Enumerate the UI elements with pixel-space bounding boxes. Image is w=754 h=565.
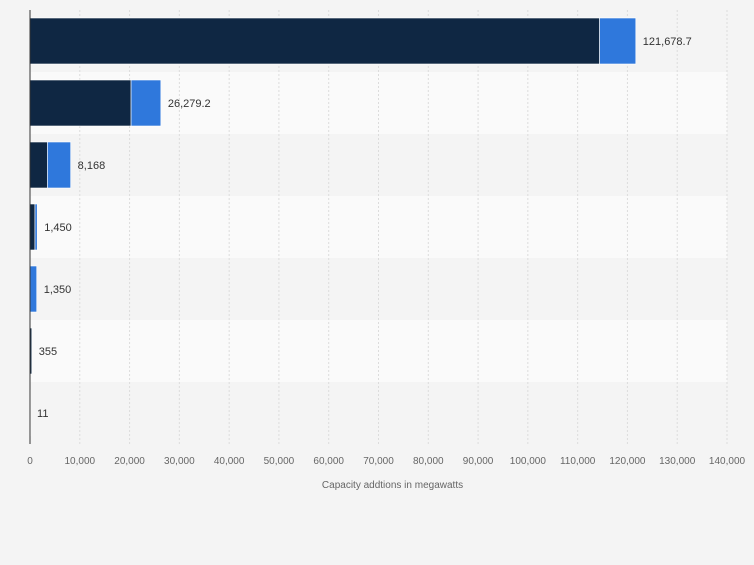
bar-segment-series-2	[47, 141, 71, 189]
x-tick-label: 60,000	[313, 456, 344, 467]
x-tick-label: 50,000	[264, 456, 295, 467]
data-label: 121,678.7	[643, 36, 692, 48]
x-tick-label: 0	[27, 456, 33, 467]
bar-segment-series-2	[34, 203, 38, 251]
x-tick-label: 100,000	[510, 456, 547, 467]
x-tick-label: 90,000	[463, 456, 494, 467]
bar-segment-series-1	[29, 79, 132, 127]
x-tick-label: 140,000	[709, 456, 746, 467]
data-label: 1,450	[44, 222, 72, 234]
x-tick-label: 120,000	[609, 456, 646, 467]
data-label: 1,350	[44, 284, 72, 296]
row-band	[30, 134, 727, 196]
x-tick-label: 80,000	[413, 456, 444, 467]
data-label: 8,168	[78, 160, 106, 172]
x-tick-label: 40,000	[214, 456, 245, 467]
bar-segment-series-1	[29, 17, 600, 65]
x-tick-label: 20,000	[114, 456, 145, 467]
row-band	[30, 382, 727, 444]
bar-segment-series-2	[29, 265, 38, 313]
bar-segment-series-2	[130, 79, 162, 127]
row-band	[30, 258, 727, 320]
x-tick-label: 30,000	[164, 456, 195, 467]
x-tick-label: 70,000	[363, 456, 394, 467]
data-label: 26,279.2	[168, 98, 211, 110]
x-axis-title: Capacity addtions in megawatts	[322, 480, 463, 491]
x-tick-label: 10,000	[64, 456, 95, 467]
x-tick-label: 130,000	[659, 456, 696, 467]
data-label: 11	[37, 408, 48, 420]
bar-segment-series-1	[29, 203, 36, 251]
data-label: 355	[39, 346, 57, 358]
bar-segment-series-2	[599, 17, 637, 65]
bar-segment-series-1	[29, 141, 48, 189]
x-tick-label: 110,000	[560, 456, 596, 467]
